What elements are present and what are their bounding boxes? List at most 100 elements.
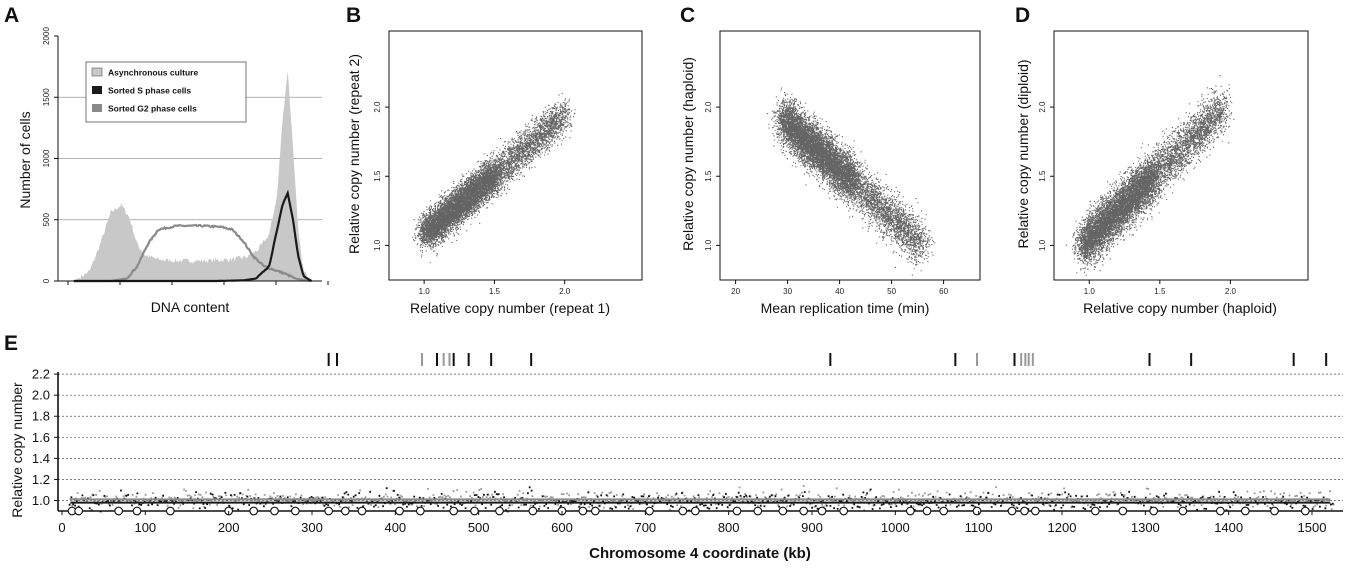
origin-circle [817, 506, 827, 516]
panel-e-y-tick-label: 1.4 [32, 451, 50, 466]
panel-d-frame [1053, 30, 1309, 281]
origin-circle [1300, 506, 1310, 516]
legend-label-g2-phase: Sorted G2 phase cells [108, 104, 197, 114]
origin-circle [74, 506, 84, 516]
origin-circle [114, 506, 124, 516]
panel-a-y-tick-label: 1000 [42, 149, 51, 167]
origin-circle [132, 506, 142, 516]
panel-a-y-ticks: 0 500 1000 1500 2000 [42, 27, 58, 283]
origin-circle [1118, 506, 1128, 516]
panel-e-x-tick-label: 300 [301, 520, 323, 535]
panel-d-ticks: 1.0 1.5 2.0 1.0 1.5 2.0 [1038, 101, 1236, 296]
panel-a-x-label: DNA content [151, 299, 230, 315]
panel-b-points [412, 93, 576, 264]
panel-c-scatter: 20 30 40 50 60 1.0 1.5 2.0 Mean replication tim… [680, 30, 981, 316]
panel-c-x-label: Mean replication time (min) [761, 300, 930, 316]
panel-e-x-tick-label: 1500 [1298, 520, 1327, 535]
panel-letter-a: A [4, 4, 19, 27]
y-tick-label: 1.5 [1038, 170, 1047, 182]
legend-box [85, 61, 247, 123]
panel-e-y-tick-label: 1.0 [32, 493, 50, 508]
panel-e-x-tick-label: 0 [58, 520, 65, 535]
panel-e-profile: 1.0 1.2 1.4 1.6 1.8 2.0 2.2 0 100 200 300 400 500 60… [9, 353, 1343, 562]
origin-circle [270, 506, 279, 516]
panel-e-y-label: Relative copy number [9, 382, 25, 518]
y-tick-label: 2.0 [704, 101, 713, 113]
panel-e-x-tick-label: 1200 [1048, 520, 1077, 535]
origin-circle [1149, 506, 1159, 516]
panel-e-y-tick-label: 2.2 [32, 367, 50, 382]
panel-a-x-tick-marks [67, 281, 329, 285]
y-tick-label: 2.0 [373, 101, 382, 113]
origin-circle [799, 506, 809, 516]
legend-label-async: Asynchronous culture [108, 68, 198, 78]
origin-circle [778, 506, 788, 516]
panel-e-x-tick-label: 200 [218, 520, 240, 535]
origin-circle [939, 506, 949, 516]
panel-e-x-tick-label: 900 [801, 520, 823, 535]
panel-letter-d: D [1015, 4, 1030, 27]
x-tick-label: 2.0 [559, 287, 571, 296]
origin-circle [1090, 506, 1100, 516]
origin-circle [1215, 506, 1225, 516]
origin-circle [732, 506, 742, 516]
panel-e-lines [70, 498, 1331, 504]
panel-e-y-tick-label: 1.6 [32, 430, 50, 445]
panel-e-points [68, 485, 1335, 513]
series-async-area [73, 71, 312, 281]
legend-swatch-async [91, 67, 103, 77]
legend-swatch-g2-phase [92, 104, 102, 112]
panel-e-x-tick-label: 600 [551, 520, 573, 535]
origin-circle [839, 506, 849, 516]
y-tick-label: 1.5 [704, 170, 713, 182]
panel-b-y-label: Relative copy number (repeat 2) [346, 54, 362, 254]
x-tick-label: 1.5 [489, 287, 501, 296]
panel-e-x-tick-label: 700 [634, 520, 656, 535]
y-tick-label: 1.5 [373, 170, 382, 182]
panel-d-y-label: Relative copy number (diploid) [1015, 59, 1031, 248]
x-tick-label: 1.5 [1154, 287, 1166, 296]
origin-circle [678, 506, 688, 516]
panel-e-x-tick-label: 1400 [1214, 520, 1243, 535]
panel-e-x-tick-label: 500 [468, 520, 490, 535]
origin-circle [590, 506, 600, 516]
panel-letter-c: C [680, 4, 695, 27]
panel-e-y-ticks: 1.0 1.2 1.4 1.6 1.8 2.0 2.2 [32, 367, 58, 508]
origin-circle [753, 506, 763, 516]
panel-a-y-tick-label: 1500 [42, 88, 51, 106]
origin-circle [528, 506, 538, 516]
panel-letter-e: E [4, 332, 18, 355]
legend-label-s-phase: Sorted S phase cells [108, 86, 191, 96]
x-tick-label: 30 [783, 287, 792, 296]
origin-circle [470, 506, 479, 516]
y-tick-label: 1.0 [1038, 239, 1047, 251]
panel-c-points [766, 87, 936, 276]
x-tick-label: 2.0 [1225, 287, 1237, 296]
panel-e-grid [58, 373, 1343, 501]
legend-swatch-s-phase [92, 86, 102, 94]
origin-circle [395, 506, 404, 516]
origin-circle [1020, 506, 1029, 516]
origin-circle [1178, 506, 1188, 516]
panel-a-histogram: 0 500 1000 1500 2000 DNA content Number of c… [17, 27, 329, 315]
panel-e-x-tick-label: 1000 [881, 520, 910, 535]
y-tick-label: 2.0 [1038, 101, 1047, 113]
origin-circle [645, 506, 654, 516]
panel-a-y-tick-label: 2000 [42, 27, 51, 45]
y-tick-label: 1.0 [373, 239, 382, 251]
origin-circle [905, 506, 915, 516]
origin-circle [690, 506, 700, 516]
origin-circle [495, 506, 504, 516]
origin-circle [578, 506, 588, 516]
panel-e-top-markers [327, 353, 1328, 366]
panel-e-x-label: Chromosome 4 coordinate (kb) [589, 545, 811, 562]
panel-c-ticks: 20 30 40 50 60 1.0 1.5 2.0 [704, 101, 949, 296]
panel-e-x-tick-label: 400 [384, 520, 406, 535]
panel-c-y-label: Relative copy number (haploid) [680, 57, 696, 251]
panel-c-frame [719, 30, 981, 281]
panel-b-x-label: Relative copy number (repeat 1) [410, 300, 610, 316]
origin-circle [290, 506, 300, 516]
panel-e-y-tick-label: 1.8 [32, 409, 50, 424]
panel-b-scatter: 1.0 1.5 2.0 1.0 1.5 2.0 Relative copy number … [346, 30, 643, 316]
